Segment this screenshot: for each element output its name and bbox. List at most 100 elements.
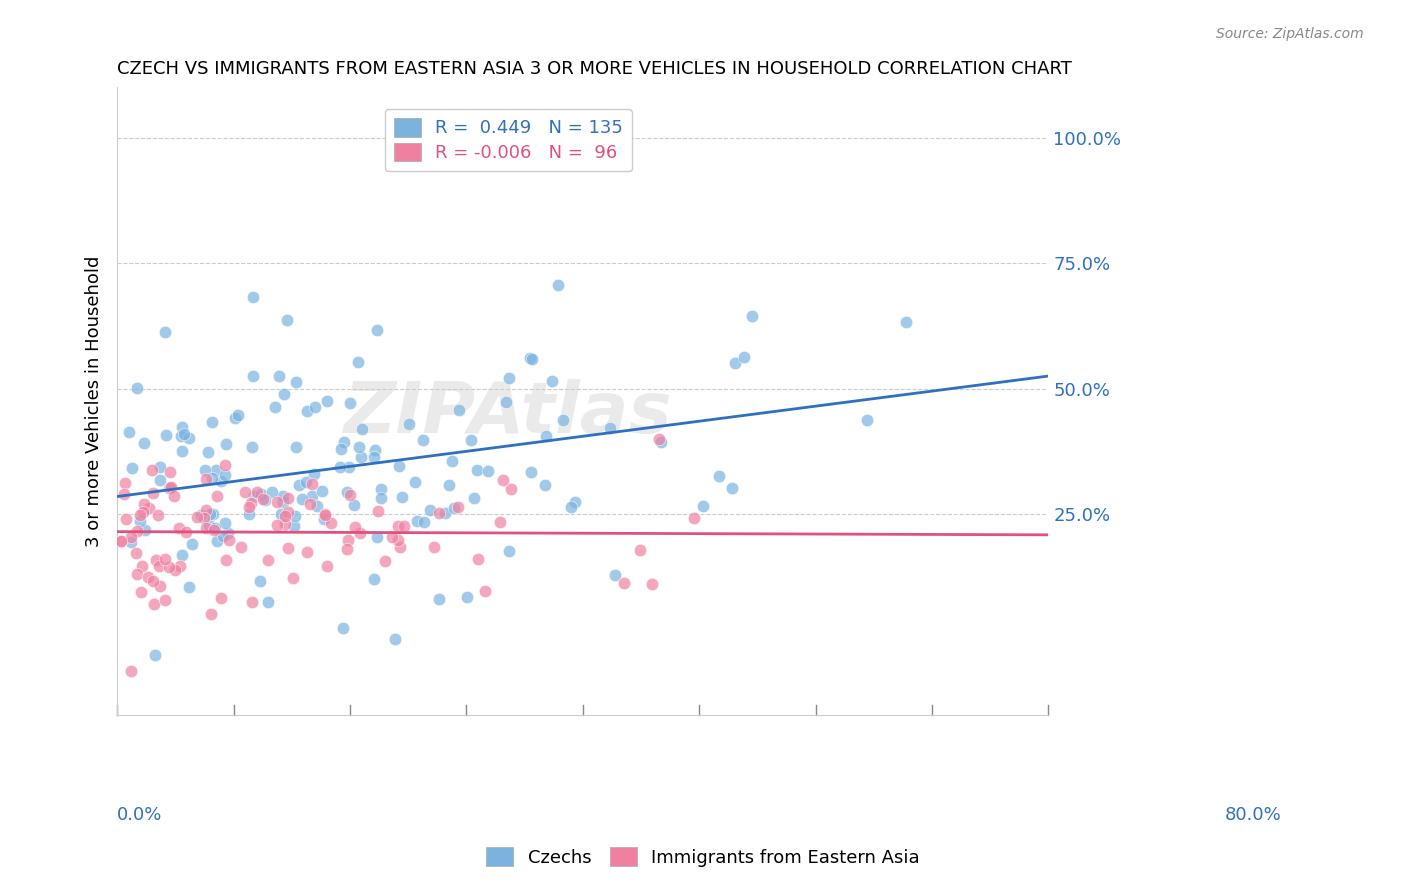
Point bbox=[238, 507, 260, 521]
Point bbox=[599, 420, 621, 434]
Point bbox=[314, 508, 336, 523]
Point bbox=[427, 507, 450, 521]
Point bbox=[447, 500, 470, 514]
Point bbox=[249, 574, 271, 589]
Point bbox=[256, 595, 278, 609]
Point bbox=[284, 509, 307, 524]
Point bbox=[295, 475, 318, 489]
Point bbox=[352, 422, 374, 436]
Point bbox=[349, 440, 371, 454]
Point bbox=[463, 491, 485, 505]
Point bbox=[520, 465, 543, 479]
Point bbox=[498, 544, 520, 558]
Point bbox=[253, 493, 276, 508]
Point bbox=[136, 570, 159, 584]
Point bbox=[336, 533, 359, 547]
Point bbox=[370, 483, 392, 497]
Point bbox=[339, 488, 361, 502]
Point bbox=[391, 490, 413, 504]
Point bbox=[381, 530, 404, 544]
Legend: Czechs, Immigrants from Eastern Asia: Czechs, Immigrants from Eastern Asia bbox=[479, 840, 927, 874]
Point bbox=[533, 477, 555, 491]
Point bbox=[132, 505, 155, 519]
Point bbox=[477, 465, 499, 479]
Point bbox=[110, 533, 132, 548]
Point bbox=[200, 607, 222, 621]
Point bbox=[149, 460, 172, 475]
Point bbox=[709, 469, 731, 483]
Point bbox=[741, 309, 763, 323]
Point bbox=[149, 473, 172, 487]
Point bbox=[273, 494, 295, 508]
Point bbox=[343, 520, 366, 534]
Point bbox=[240, 496, 263, 510]
Point bbox=[242, 368, 264, 383]
Point bbox=[315, 558, 337, 573]
Point bbox=[138, 501, 160, 516]
Point bbox=[724, 356, 747, 370]
Point bbox=[233, 485, 256, 500]
Point bbox=[172, 549, 194, 563]
Text: 80.0%: 80.0% bbox=[1225, 805, 1281, 824]
Point bbox=[474, 583, 496, 598]
Point bbox=[683, 510, 706, 524]
Point bbox=[114, 476, 136, 491]
Point bbox=[284, 376, 307, 390]
Point bbox=[148, 558, 170, 573]
Point bbox=[295, 403, 318, 417]
Point bbox=[215, 437, 238, 451]
Point bbox=[181, 537, 204, 551]
Point bbox=[214, 458, 236, 473]
Point bbox=[243, 490, 266, 504]
Point bbox=[534, 428, 557, 442]
Point bbox=[314, 507, 336, 521]
Point bbox=[301, 489, 323, 503]
Point bbox=[456, 590, 478, 604]
Point bbox=[413, 515, 436, 529]
Point bbox=[489, 515, 512, 529]
Point bbox=[266, 495, 288, 509]
Point bbox=[179, 580, 201, 594]
Point bbox=[117, 425, 139, 439]
Point bbox=[153, 593, 176, 607]
Point bbox=[613, 575, 636, 590]
Text: CZECH VS IMMIGRANTS FROM EASTERN ASIA 3 OR MORE VEHICLES IN HOUSEHOLD CORRELATIO: CZECH VS IMMIGRANTS FROM EASTERN ASIA 3 … bbox=[117, 60, 1071, 78]
Point bbox=[125, 546, 148, 560]
Point bbox=[242, 595, 264, 609]
Text: ZIPAtlas: ZIPAtlas bbox=[344, 379, 672, 448]
Point bbox=[335, 485, 357, 500]
Point bbox=[427, 592, 450, 607]
Point bbox=[276, 505, 298, 519]
Text: 0.0%: 0.0% bbox=[117, 805, 163, 824]
Point bbox=[194, 463, 217, 477]
Point bbox=[209, 475, 232, 489]
Point bbox=[332, 621, 354, 635]
Point bbox=[260, 485, 283, 500]
Point bbox=[146, 508, 169, 523]
Point bbox=[163, 489, 186, 503]
Point bbox=[142, 598, 165, 612]
Point bbox=[404, 475, 426, 489]
Point bbox=[337, 459, 360, 474]
Point bbox=[246, 484, 269, 499]
Point bbox=[212, 529, 235, 543]
Point bbox=[288, 478, 311, 492]
Point bbox=[159, 465, 181, 479]
Point bbox=[204, 521, 226, 535]
Point bbox=[252, 492, 274, 507]
Point bbox=[131, 558, 153, 573]
Point bbox=[419, 503, 441, 517]
Point bbox=[433, 506, 456, 520]
Point bbox=[198, 518, 221, 533]
Point bbox=[560, 500, 582, 514]
Point bbox=[650, 434, 672, 449]
Point bbox=[498, 371, 520, 385]
Point bbox=[205, 490, 228, 504]
Point bbox=[277, 541, 299, 556]
Point bbox=[163, 563, 186, 577]
Point bbox=[195, 472, 218, 486]
Point bbox=[218, 533, 240, 548]
Point bbox=[733, 350, 755, 364]
Point bbox=[120, 535, 142, 549]
Point bbox=[298, 497, 321, 511]
